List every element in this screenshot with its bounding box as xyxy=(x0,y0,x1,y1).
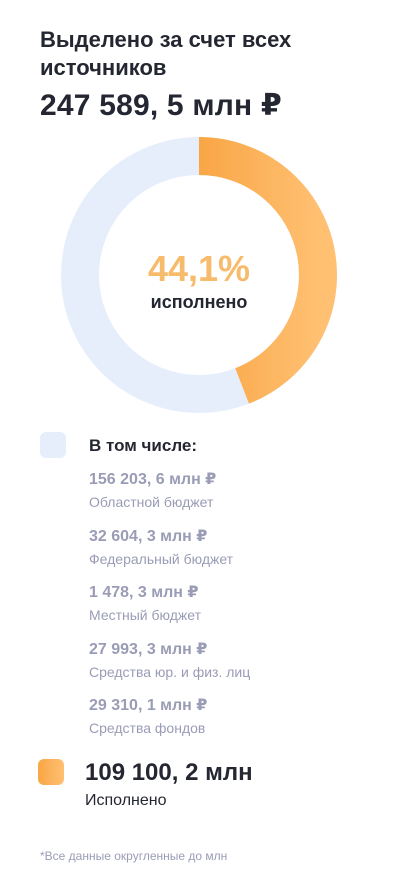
source-name: Средства юр. и физ. лиц xyxy=(89,663,251,680)
progress-label: исполнено xyxy=(150,292,248,312)
legend-swatch-allocated xyxy=(40,432,66,458)
total-amount: 247 589, 5 млн ₽ xyxy=(40,89,282,122)
source-value: 27 993, 3 млн ₽ xyxy=(89,640,208,658)
page-title: Выделено за счет всех источников xyxy=(40,27,292,80)
source-name: Средства фондов xyxy=(89,720,206,736)
progress-percent: 44,1% xyxy=(147,248,251,289)
breakdown-title: В том числе: xyxy=(89,436,198,455)
executed-label: Исполнено xyxy=(85,792,167,809)
source-list: 156 203, 6 млн ₽ Областной бюджет 32 604… xyxy=(89,470,250,753)
source-value: 1 478, 3 млн ₽ xyxy=(89,584,199,601)
source-name: Местный бюджет xyxy=(89,607,201,623)
list-item: 156 203, 6 млн ₽ Областной бюджет xyxy=(89,470,250,527)
source-value: 156 203, 6 млн ₽ xyxy=(89,471,217,488)
list-item: 29 310, 1 млн ₽ Средства фондов xyxy=(89,696,250,753)
source-value: 29 310, 1 млн ₽ xyxy=(89,697,208,714)
legend-swatch-executed xyxy=(38,759,64,785)
source-name: Федеральный бюджет xyxy=(89,550,234,567)
donut-progress-arc xyxy=(198,137,337,404)
list-item: 1 478, 3 млн ₽ Местный бюджет xyxy=(89,583,250,640)
progress-donut xyxy=(61,137,337,413)
source-name: Областной бюджет xyxy=(89,494,214,510)
footnote: *Все данные округленные до млн xyxy=(40,849,228,863)
executed-amount: 109 100, 2 млн xyxy=(85,759,253,786)
source-value: 32 604, 3 млн ₽ xyxy=(89,527,208,545)
list-item: 32 604, 3 млн ₽ Федеральный бюджет xyxy=(89,527,250,584)
list-item: 27 993, 3 млн ₽ Средства юр. и физ. лиц xyxy=(89,640,250,697)
